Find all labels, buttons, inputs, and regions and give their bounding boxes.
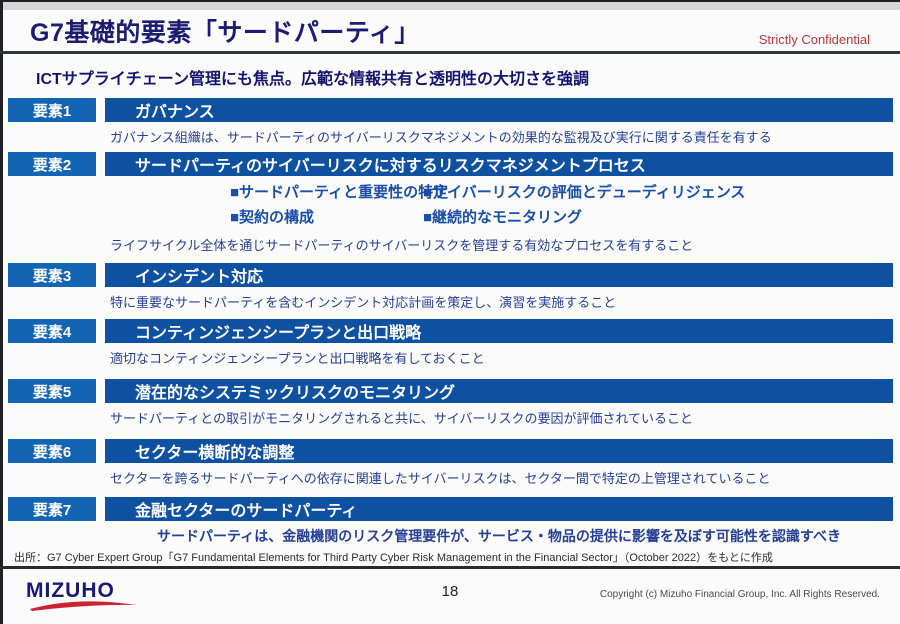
top-frame-band bbox=[0, 0, 900, 10]
source-note: 出所：G7 Cyber Expert Group「G7 Fundamental … bbox=[14, 552, 773, 564]
confidential-label: Strictly Confidential bbox=[758, 32, 870, 47]
left-frame-edge bbox=[0, 0, 3, 624]
page-title: G7基礎的要素「サードパーティ」 bbox=[30, 19, 420, 47]
page-number: 18 bbox=[441, 583, 459, 600]
element-6-heading: セクター横断的な調整 bbox=[105, 439, 893, 463]
element-2-heading: サードパーティのサイバーリスクに対するリスクマネジメントプロセス bbox=[105, 152, 893, 176]
element-2-bullet-1: ■サードパーティと重要性の特定 bbox=[230, 184, 449, 201]
element-5-heading: 潜在的なシステミックリスクのモニタリング bbox=[105, 379, 893, 403]
element-2-bullet-3: ■契約の構成 bbox=[230, 209, 315, 226]
element-1-heading: ガバナンス bbox=[105, 98, 893, 122]
element-6-label: 要素6 bbox=[8, 439, 96, 463]
element-2-bullet-2: ■サイバーリスクの評価とデューディリジェンス bbox=[423, 184, 746, 201]
element-1-description: ガバナンス組織は、サードパーティのサイバーリスクマネジメントの効果的な監視及び実… bbox=[110, 130, 772, 145]
mizuho-swoosh-icon bbox=[30, 601, 136, 611]
element-4-heading: コンティンジェンシープランと出口戦略 bbox=[105, 319, 893, 343]
element-4-label: 要素4 bbox=[8, 319, 96, 343]
element-2-label: 要素2 bbox=[8, 152, 96, 176]
element-4-description: 適切なコンティンジェンシープランと出口戦略を有しておくこと bbox=[110, 351, 485, 366]
element-3-heading: インシデント対応 bbox=[105, 263, 893, 287]
element-7-description: サードパーティは、金融機関のリスク管理要件が、サービス・物品の提供に影響を及ぼす… bbox=[157, 528, 841, 544]
element-2-bullet-4: ■継続的なモニタリング bbox=[423, 209, 583, 226]
element-7-heading: 金融セクターのサードパーティ bbox=[105, 497, 893, 521]
title-divider bbox=[0, 51, 900, 54]
element-3-description: 特に重要なサードパーティを含むインシデント対応計画を策定し、演習を実施すること bbox=[110, 295, 617, 310]
element-7-label: 要素7 bbox=[8, 497, 96, 521]
element-3-label: 要素3 bbox=[8, 263, 96, 287]
footer-divider bbox=[0, 566, 900, 569]
mizuho-logo: MIZUHO bbox=[26, 579, 156, 612]
element-1-label: 要素1 bbox=[8, 98, 96, 122]
copyright-text: Copyright (c) Mizuho Financial Group, In… bbox=[599, 589, 880, 600]
element-2-description: ライフサイクル全体を通じサードパーティのサイバーリスクを管理する有効なプロセスを… bbox=[110, 238, 694, 253]
element-6-description: セクターを跨るサードパーティへの依存に関連したサイバーリスクは、セクター間で特定… bbox=[110, 471, 771, 486]
slide-subtitle: ICTサプライチェーン管理にも焦点。広範な情報共有と透明性の大切さを強調 bbox=[36, 71, 589, 88]
element-5-description: サードパーティとの取引がモニタリングされると共に、サイバーリスクの要因が評価され… bbox=[110, 411, 694, 426]
mizuho-logo-text: MIZUHO bbox=[26, 579, 115, 602]
element-5-label: 要素5 bbox=[8, 379, 96, 403]
